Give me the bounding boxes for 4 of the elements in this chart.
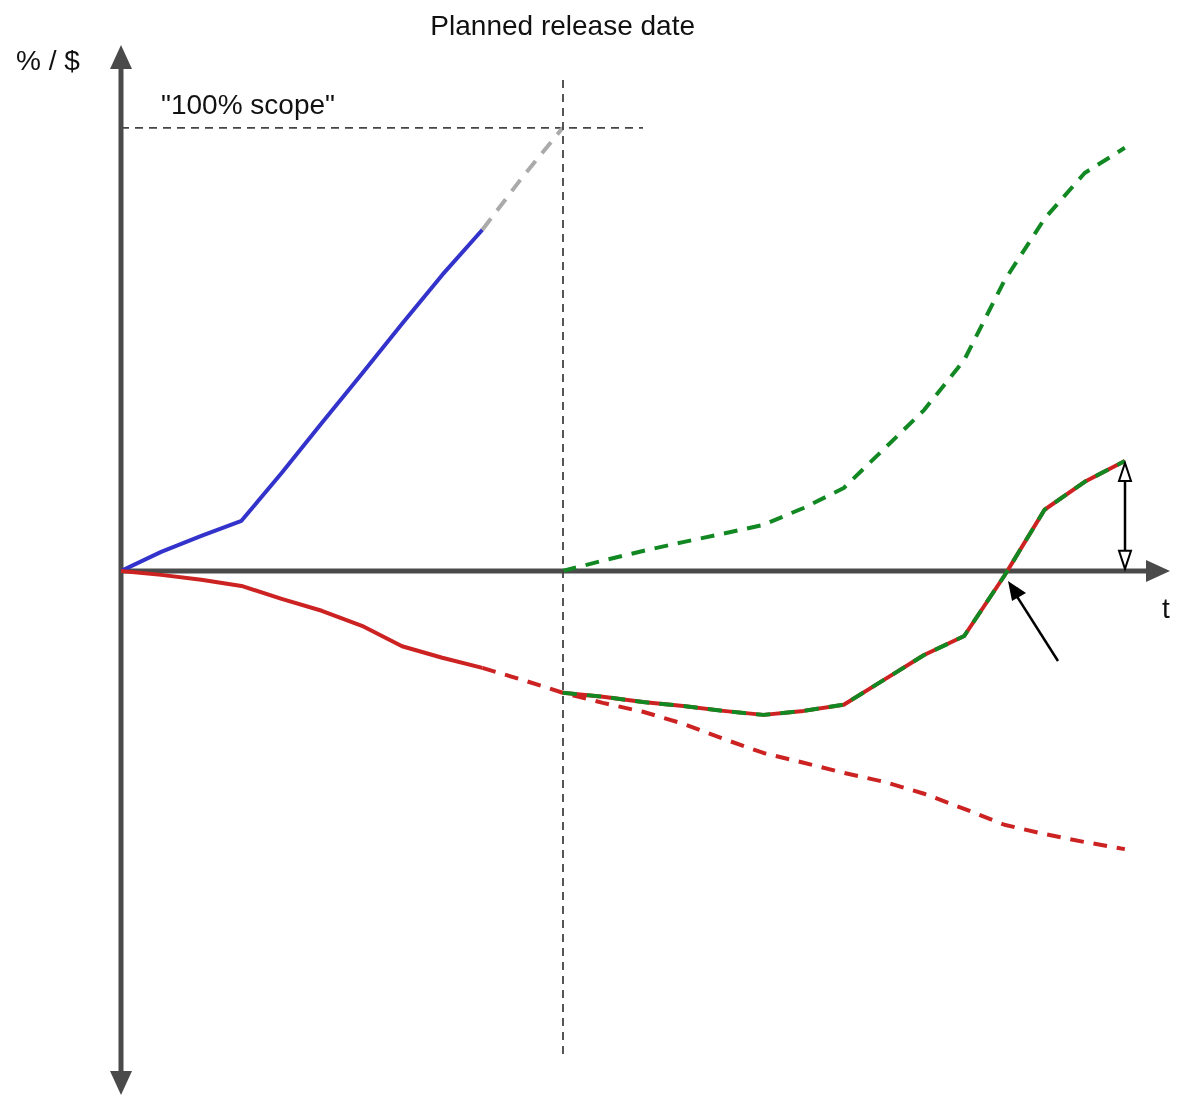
x-axis-title: t: [1162, 592, 1171, 624]
text: Planned release date: [430, 10, 696, 41]
y-axis-title: % / $: [16, 45, 81, 76]
ref-line-label: "100% scope": [161, 88, 335, 120]
